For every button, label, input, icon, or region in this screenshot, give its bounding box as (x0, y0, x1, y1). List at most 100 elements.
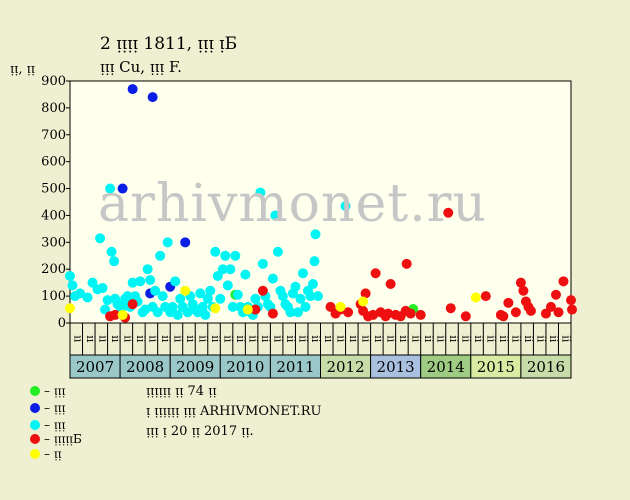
data-point-2 (270, 210, 281, 221)
data-point-2 (97, 283, 108, 294)
month-label: ᴉᴉ (183, 335, 196, 343)
month-label: ᴉᴉ (321, 335, 334, 343)
month-label: ᴉᴉ (383, 335, 396, 343)
data-point-2 (307, 279, 318, 290)
data-point-2 (267, 273, 278, 284)
data-point-2 (142, 264, 153, 275)
data-point-2 (210, 246, 221, 257)
data-point-2 (297, 268, 308, 279)
chart-title: 2 ᴉᴉᴉᴉ 1811, ᴉᴉᴉ ᴉБ (100, 34, 238, 54)
data-point-2 (310, 229, 321, 240)
y-tick-label: 0 (58, 316, 66, 331)
month-label: ᴉᴉ (333, 335, 346, 343)
legend-item-0: – ᴉᴉᴉ (30, 384, 65, 398)
data-point-2 (172, 309, 183, 320)
y-tick-label: 500 (41, 182, 66, 197)
data-point-2 (305, 291, 316, 302)
year-label: 2016 (527, 358, 565, 376)
legend-label-3: – ᴉᴉᴉᴉᴉБ (44, 432, 82, 446)
y-tick-label: 300 (41, 235, 66, 250)
data-point-2 (220, 250, 231, 261)
data-point-2 (232, 289, 243, 300)
info-line-date: ᴉᴉᴉ ᴉ 20 ᴉᴉ 2017 ᴉᴉ. (146, 424, 254, 439)
month-label: ᴉᴉ (108, 335, 121, 343)
data-point-2 (82, 292, 93, 303)
month-label: ᴉᴉ (496, 335, 509, 343)
legend-dot-2 (30, 420, 40, 430)
data-point-1 (180, 237, 191, 248)
data-point-2 (309, 256, 320, 267)
year-label: 2010 (226, 358, 264, 376)
data-point-3 (405, 308, 416, 319)
data-point-3 (110, 309, 121, 320)
legend-dot-3 (30, 434, 40, 444)
month-label: ᴉᴉ (534, 335, 547, 343)
data-point-3 (415, 309, 426, 320)
month-label: ᴉᴉ (408, 335, 421, 343)
data-point-4 (358, 296, 369, 307)
y-tick-label: 200 (41, 262, 66, 277)
legend-label-0: – ᴉᴉᴉ (44, 384, 66, 398)
year-label: 2008 (126, 358, 164, 376)
month-label: ᴉᴉ (358, 335, 371, 343)
data-point-2 (122, 291, 133, 302)
data-point-2 (182, 307, 193, 318)
legend-item-2: – ᴉᴉᴉ (30, 418, 65, 432)
data-point-2 (277, 291, 288, 302)
data-point-3 (370, 268, 381, 279)
data-point-2 (295, 293, 306, 304)
y-tick-label: 800 (41, 101, 66, 116)
year-label: 2012 (326, 358, 364, 376)
data-point-2 (340, 201, 351, 212)
info-line-source: ᴉ ᴉᴉᴉᴉᴉᴉ ᴉᴉᴉ ARHIVMONET.RU (146, 404, 322, 419)
data-point-4 (117, 309, 128, 320)
month-label: ᴉᴉ (521, 335, 534, 343)
data-point-2 (67, 280, 78, 291)
data-point-2 (127, 277, 138, 288)
data-point-3 (558, 276, 569, 287)
data-point-3 (368, 309, 379, 320)
data-point-2 (109, 256, 120, 267)
data-point-2 (217, 264, 228, 275)
data-point-2 (65, 270, 75, 281)
y-tick-label: 900 (41, 74, 66, 89)
data-point-2 (197, 301, 208, 312)
month-label: ᴉᴉ (296, 335, 309, 343)
data-point-3 (360, 288, 371, 299)
month-label: ᴉᴉ (233, 335, 246, 343)
data-point-2 (175, 293, 186, 304)
data-point-1 (117, 183, 128, 194)
data-point-3 (498, 311, 509, 322)
data-point-3 (460, 311, 471, 322)
data-point-2 (255, 187, 266, 198)
data-point-2 (240, 269, 251, 280)
data-point-2 (106, 246, 117, 257)
data-point-4 (470, 292, 481, 303)
data-point-3 (550, 289, 561, 300)
data-point-2 (170, 276, 181, 287)
month-label: ᴉᴉ (459, 335, 472, 343)
month-label: ᴉᴉ (208, 335, 221, 343)
data-point-3 (515, 277, 526, 288)
data-point-2 (145, 274, 156, 285)
data-point-4 (335, 301, 346, 312)
plot-area (69, 80, 572, 324)
month-label: ᴉᴉ (559, 335, 572, 343)
data-point-2 (117, 301, 128, 312)
x-axis-band-frame (69, 322, 572, 379)
data-point-2 (167, 301, 178, 312)
data-point-2 (105, 183, 116, 194)
data-point-2 (75, 288, 86, 299)
month-label: ᴉᴉ (546, 335, 559, 343)
y-axis-unit-label: ᴉᴉ, ᴉᴉ (10, 62, 35, 77)
data-point-2 (290, 281, 301, 292)
data-point-2 (152, 307, 163, 318)
data-point-2 (205, 285, 216, 296)
month-label: ᴉᴉ (283, 335, 296, 343)
month-label: ᴉᴉ (446, 335, 459, 343)
year-label: 2011 (276, 358, 314, 376)
month-label: ᴉᴉ (145, 335, 158, 343)
data-point-3 (553, 307, 564, 318)
month-label: ᴉᴉ (484, 335, 497, 343)
y-tick-label: 100 (41, 289, 66, 304)
